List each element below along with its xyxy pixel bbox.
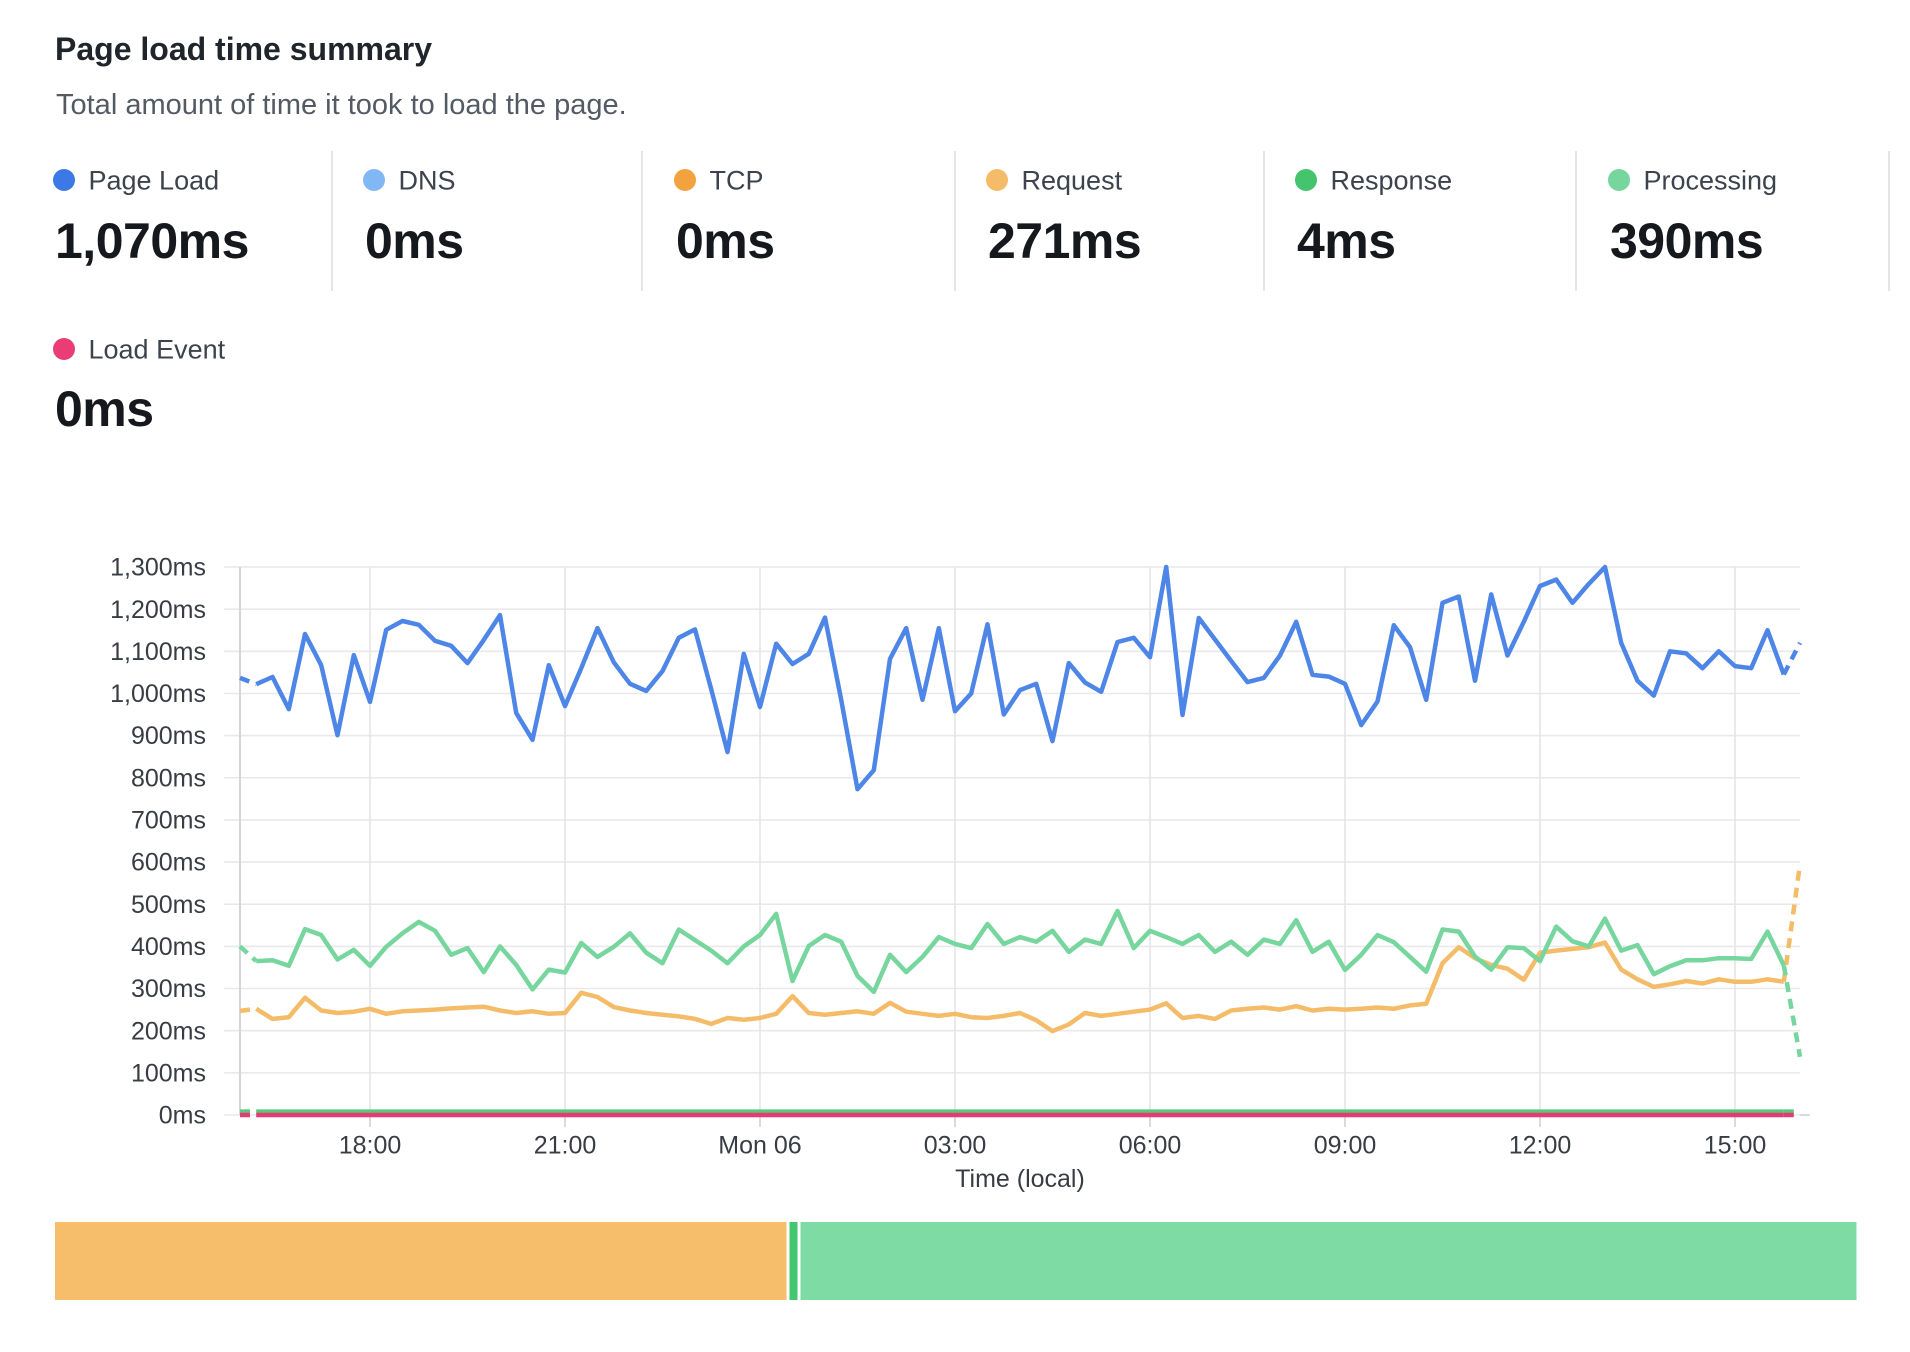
svg-text:21:00: 21:00 (534, 1132, 597, 1160)
svg-text:06:00: 06:00 (1119, 1132, 1182, 1160)
svg-text:Time (local): Time (local) (955, 1165, 1085, 1193)
svg-text:1,100ms: 1,100ms (110, 638, 206, 666)
svg-text:1,000ms: 1,000ms (110, 680, 206, 708)
svg-text:Total amount of time it took t: Total amount of time it took to load the… (56, 89, 627, 121)
svg-text:Response: Response (1331, 166, 1453, 196)
svg-text:400ms: 400ms (131, 933, 206, 961)
svg-text:Page load time summary: Page load time summary (55, 31, 432, 67)
svg-text:0ms: 0ms (55, 381, 154, 437)
svg-text:Load Event: Load Event (89, 335, 226, 365)
svg-text:DNS: DNS (399, 166, 456, 196)
svg-text:0ms: 0ms (365, 213, 464, 269)
svg-text:100ms: 100ms (131, 1059, 206, 1087)
svg-text:12:00: 12:00 (1509, 1132, 1572, 1160)
svg-text:4ms: 4ms (1297, 213, 1396, 269)
svg-text:800ms: 800ms (131, 764, 206, 792)
svg-text:271ms: 271ms (988, 213, 1141, 269)
svg-text:390ms: 390ms (1610, 213, 1763, 269)
svg-text:TCP: TCP (710, 166, 764, 196)
svg-text:Page Load: Page Load (89, 166, 220, 196)
svg-text:15:00: 15:00 (1704, 1132, 1767, 1160)
svg-text:1,200ms: 1,200ms (110, 596, 206, 624)
svg-text:700ms: 700ms (131, 807, 206, 835)
svg-text:03:00: 03:00 (924, 1132, 987, 1160)
svg-text:1,300ms: 1,300ms (110, 554, 206, 582)
svg-text:09:00: 09:00 (1314, 1132, 1377, 1160)
svg-text:Processing: Processing (1644, 166, 1778, 196)
svg-text:Mon 06: Mon 06 (718, 1132, 801, 1160)
svg-text:600ms: 600ms (131, 849, 206, 877)
svg-text:1,070ms: 1,070ms (55, 213, 249, 269)
svg-text:Request: Request (1022, 166, 1123, 196)
svg-text:500ms: 500ms (131, 891, 206, 919)
svg-text:200ms: 200ms (131, 1017, 206, 1045)
svg-text:900ms: 900ms (131, 722, 206, 750)
svg-text:300ms: 300ms (131, 975, 206, 1003)
svg-text:18:00: 18:00 (339, 1132, 402, 1160)
svg-text:0ms: 0ms (676, 213, 775, 269)
svg-text:0ms: 0ms (159, 1102, 206, 1130)
